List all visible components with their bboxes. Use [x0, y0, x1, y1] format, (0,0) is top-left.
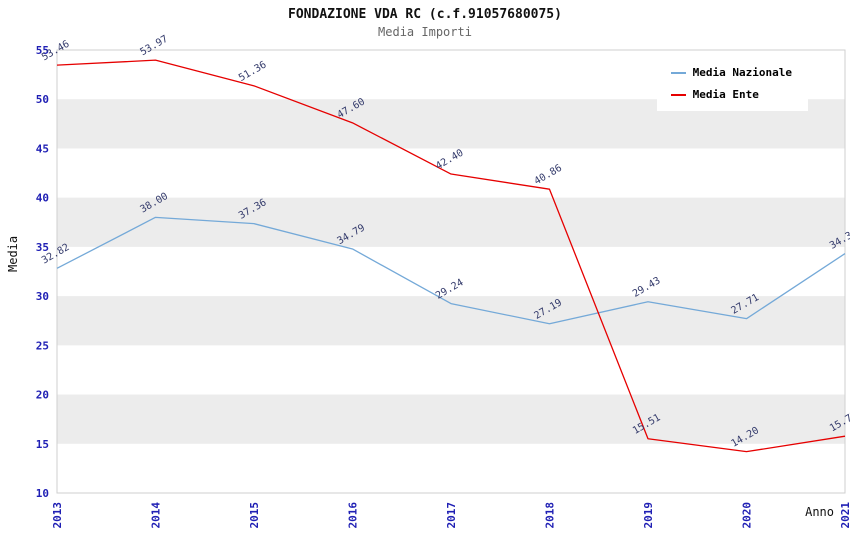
x-tick-label: 2013 [51, 502, 64, 529]
chart-subtitle: Media Importi [378, 25, 472, 39]
grid-band [57, 296, 845, 346]
x-tick-label: 2016 [347, 502, 360, 529]
data-label: 42.40 [434, 148, 466, 173]
y-tick-label: 40 [36, 192, 49, 205]
x-tick-label: 2021 [839, 502, 850, 529]
legend-item-media-nazionale: Media Nazionale [670, 66, 792, 79]
data-label: 53.46 [40, 39, 72, 64]
x-tick-label: 2020 [741, 502, 754, 529]
series-line-media-ente [56, 59, 846, 453]
x-tick-label: 2014 [150, 502, 163, 529]
y-tick-label: 55 [36, 44, 49, 57]
legend-swatch-nazionale-icon [670, 71, 686, 74]
y-tick-label: 20 [36, 389, 49, 402]
y-tick-label: 25 [36, 339, 49, 352]
legend: Media Nazionale Media Ente [656, 58, 808, 111]
data-label: 40.86 [532, 163, 564, 188]
y-tick-label: 30 [36, 290, 49, 303]
x-axis-title: Anno [805, 505, 834, 519]
y-tick-label: 15 [36, 438, 49, 451]
y-tick-label: 50 [36, 93, 49, 106]
x-tick-label: 2018 [544, 502, 557, 529]
legend-item-media-ente: Media Ente [670, 88, 792, 101]
chart-title: FONDAZIONE VDA RC (c.f.91057680075) [288, 7, 562, 22]
series-line-media-nazionale [56, 216, 846, 325]
legend-label-ente: Media Ente [692, 88, 759, 101]
y-axis-title: Media [6, 235, 20, 272]
data-label: 51.36 [237, 59, 269, 84]
y-tick-label: 45 [36, 142, 49, 155]
legend-label-nazionale: Media Nazionale [692, 66, 792, 79]
grid-band [57, 394, 845, 444]
x-tick-label: 2019 [642, 502, 655, 529]
x-tick-label: 2017 [445, 502, 458, 529]
grid-band [57, 197, 845, 247]
data-label: 53.97 [138, 34, 170, 59]
plot-border [56, 49, 846, 494]
y-tick-label: 35 [36, 241, 49, 254]
x-tick-label: 2015 [248, 502, 261, 529]
legend-swatch-ente-icon [670, 93, 686, 96]
y-tick-label: 10 [36, 487, 49, 500]
